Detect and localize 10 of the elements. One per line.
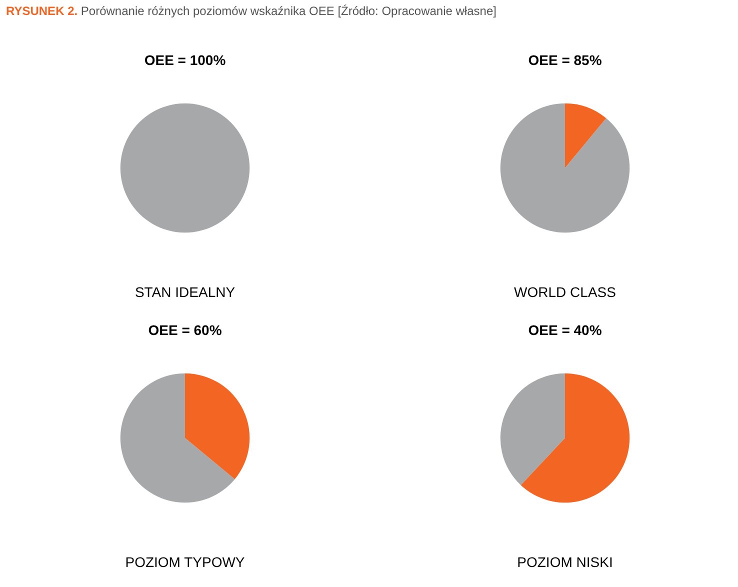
text: POZIOM NISKI [517, 554, 613, 570]
text: POZIOM TYPOWY [125, 554, 246, 570]
text: RYSUNEK 2. [6, 4, 78, 18]
chart-title: OEE = 40% [528, 322, 602, 338]
text: WORLD CLASS [514, 284, 616, 300]
chart-title: OEE = 100% [144, 52, 226, 68]
text: STAN IDEALNY [134, 284, 236, 300]
chart-title: OEE = 85% [528, 52, 602, 68]
chart-title: OEE = 60% [148, 322, 222, 338]
text: Porównanie różnych poziomów wskaźnika OEE [Źródło: Opracowanie własne] [80, 4, 496, 18]
